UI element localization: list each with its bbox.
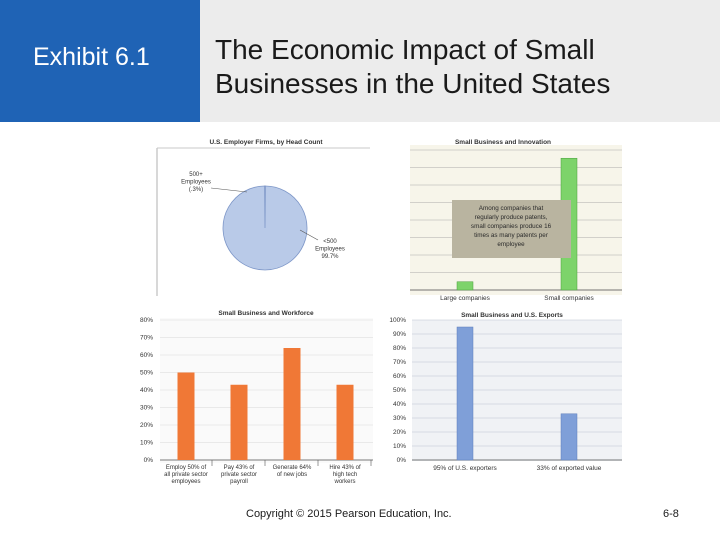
workforce-chart-panel: Small Business and Workforce 0% 10% 20% 30%… [140,310,373,485]
bar-innovation [456,281,474,291]
x-tick-label: all private sector [164,472,208,478]
x-tick-label: Small companies [544,295,594,302]
pie-chart-title: U.S. Employer Firms, by Head Count [209,139,323,146]
pie-slice [222,185,308,271]
y-tick-label: 70% [393,359,406,366]
x-tick-label: private sector [221,472,257,478]
y-tick-label: 50% [140,370,153,377]
x-tick-label: high tech [333,472,357,478]
innovation-annotation-text: regularly produce patents, [475,214,548,221]
x-tick-label: 95% of U.S. exporters [433,465,497,472]
slide-number: 6-8 [663,508,679,520]
x-tick-label: Generate 64% [273,465,312,471]
y-tick-label: 0% [144,457,154,464]
y-tick-label: 50% [393,387,406,394]
header-title-band [200,0,720,122]
x-tick-label: employees [171,479,200,485]
y-tick-label: 10% [393,443,406,450]
title-line-2: Businesses in the United States [215,68,611,99]
exports-plot-area [412,320,622,461]
pie-chart-panel: U.S. Employer Firms, by Head Count 500+ E… [156,139,370,296]
x-tick-label: of new jobs [277,472,307,478]
x-tick-label: Large companies [440,295,491,302]
bar-exports [560,413,578,461]
innovation-annotation-text: Among companies that [479,205,544,212]
y-tick-label: 90% [393,331,406,338]
x-tick-label: payroll [230,479,248,485]
y-tick-label: 30% [393,415,406,422]
exhibit-label: Exhibit 6.1 [33,43,150,71]
innovation-annotation-text: times as many patents per [474,232,548,239]
pie-slice-label: Employees [315,247,345,253]
x-tick-label: workers [333,479,355,485]
x-tick-label: 33% of exported value [537,465,602,472]
y-tick-label: 40% [393,401,406,408]
y-tick-label: 20% [140,422,153,429]
innovation-annotation-text: small companies produce 16 [471,223,552,230]
header-accent-block [0,0,200,122]
y-tick-label: 0% [397,457,407,464]
copyright-notice: Copyright © 2015 Pearson Education, Inc. [246,508,452,520]
y-tick-label: 40% [140,387,153,394]
x-tick-label: Hire 43% of [329,465,361,471]
pie-slice-label: <500 [323,239,337,245]
pie-slice-label: Employees [181,180,211,186]
y-tick-label: 60% [393,373,406,380]
pie-label-leader [210,187,248,193]
exports-chart-title: Small Business and U.S. Exports [461,312,563,319]
exports-chart-panel: Small Business and U.S. Exports 0% 10% 20%… [389,312,622,472]
title-line-1: The Economic Impact of Small [215,34,595,65]
innovation-annotation-text: employee [497,241,525,248]
pie-label-leader [299,229,319,241]
x-tick-label: Employ 50% of [166,465,207,471]
pie-slice-label: (.3%) [189,187,203,193]
bar-workforce [230,384,248,460]
bar-exports [456,326,474,461]
slide-title: The Economic Impact of Small Businesses … [215,33,610,101]
pie-slice-label: 500+ [189,172,203,178]
pie-slice-label: 99.7% [321,254,339,260]
y-tick-label: 70% [140,335,153,342]
innovation-chart-title: Small Business and Innovation [455,139,551,146]
y-tick-label: 10% [140,440,153,447]
y-tick-label: 20% [393,429,406,436]
y-tick-label: 100% [389,317,406,324]
bar-workforce [283,348,301,460]
bar-workforce [336,384,354,460]
innovation-annotation-box [452,200,571,258]
innovation-chart-panel: Small Business and Innovation Among comp… [410,139,622,302]
y-tick-label: 30% [140,405,153,412]
y-tick-label: 60% [140,352,153,359]
y-tick-label: 80% [140,317,153,324]
x-tick-label: Pay 43% of [224,465,255,471]
y-tick-label: 80% [393,345,406,352]
workforce-chart-title: Small Business and Workforce [218,310,314,317]
bar-workforce [177,372,195,460]
